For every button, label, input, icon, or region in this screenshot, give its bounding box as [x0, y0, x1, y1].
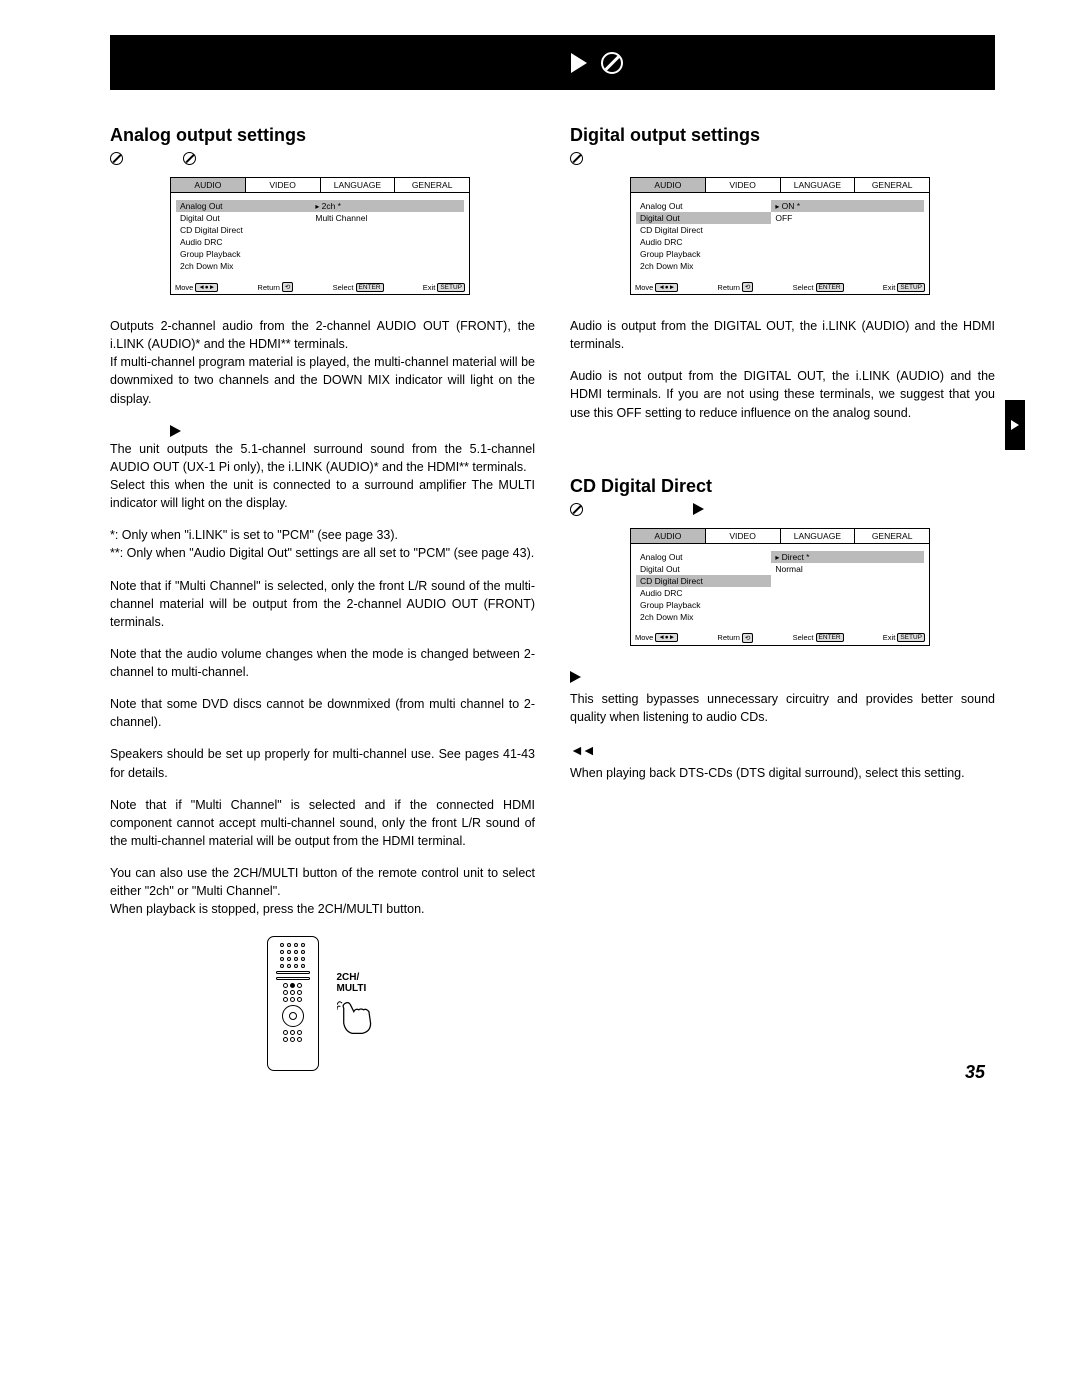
footer-move: Move ◄●► — [635, 282, 678, 292]
cddirect-icon-row — [570, 503, 995, 516]
analog-body: Outputs 2-channel audio from the 2-chann… — [110, 317, 535, 918]
cddirect-heading: CD Digital Direct — [570, 476, 995, 497]
analog-heading: Analog output settings — [110, 125, 535, 146]
arrow-right-icon — [570, 671, 581, 683]
text: Audio is not output from the DIGITAL OUT… — [570, 367, 995, 421]
menu-tab[interactable]: VIDEO — [706, 178, 781, 192]
text: *: Only when "i.LINK" is set to "PCM" (s… — [110, 528, 398, 542]
left-column: Analog output settings AUDIOVIDEOLANGUAG… — [110, 125, 535, 1071]
menu-tab[interactable]: GENERAL — [855, 529, 929, 543]
text: Note that some DVD discs cannot be downm… — [110, 695, 535, 731]
menu-item[interactable]: CD Digital Direct — [636, 575, 771, 587]
remote-label: MULTI — [337, 983, 367, 994]
footer-select: Select ENTER — [793, 633, 844, 643]
right-column: Digital output settings AUDIOVIDEOLANGUA… — [570, 125, 995, 1071]
menu-item[interactable]: Digital Out — [636, 563, 771, 575]
digital-icon-row — [570, 152, 995, 165]
text: When playback is stopped, press the 2CH/… — [110, 902, 425, 916]
menu-item[interactable]: Audio DRC — [636, 587, 771, 599]
menu-tab[interactable]: LANGUAGE — [321, 178, 396, 192]
analog-icon-row — [110, 152, 535, 165]
text: Select this when the unit is connected t… — [110, 478, 535, 510]
text: If multi-channel program material is pla… — [110, 355, 535, 405]
footer-exit: Exit SETUP — [883, 282, 925, 292]
menu-item[interactable]: Audio DRC — [176, 236, 311, 248]
prohibit-icon — [183, 152, 196, 165]
footer-exit: Exit SETUP — [423, 282, 465, 292]
text: The unit outputs the 5.1-channel surroun… — [110, 442, 535, 474]
menu-item[interactable]: Digital Out — [636, 212, 771, 224]
text: Note that the audio volume changes when … — [110, 645, 535, 681]
menu-tab[interactable]: VIDEO — [246, 178, 321, 192]
menu-option[interactable]: Normal — [771, 563, 924, 575]
arrow-right-icon — [170, 425, 181, 437]
rewind-icon: ◄◄ — [570, 742, 594, 758]
side-tab — [1005, 400, 1025, 450]
cddirect-menu: AUDIOVIDEOLANGUAGEGENERAL Analog OutDigit… — [630, 528, 930, 646]
menu-item[interactable]: Digital Out — [176, 212, 311, 224]
digital-body: Audio is output from the DIGITAL OUT, th… — [570, 317, 995, 422]
menu-tab[interactable]: AUDIO — [631, 178, 706, 192]
text: Note that if "Multi Channel" is selected… — [110, 577, 535, 631]
menu-tab[interactable]: LANGUAGE — [781, 529, 856, 543]
text: Note that if "Multi Channel" is selected… — [110, 796, 535, 850]
menu-item[interactable]: 2ch Down Mix — [176, 260, 311, 272]
remote-control-icon — [267, 936, 319, 1071]
menu-item[interactable]: Analog Out — [636, 200, 771, 212]
page-number: 35 — [965, 1062, 985, 1083]
arrow-right-icon — [693, 503, 704, 515]
text: Outputs 2-channel audio from the 2-chann… — [110, 319, 535, 351]
footer-move: Move ◄●► — [635, 633, 678, 643]
text: Audio is output from the DIGITAL OUT, th… — [570, 317, 995, 353]
menu-tab[interactable]: VIDEO — [706, 529, 781, 543]
footer-select: Select ENTER — [333, 282, 384, 292]
hand-press-icon — [337, 998, 379, 1036]
footer-return: Return ⟲ — [257, 282, 293, 292]
text: When playing back DTS-CDs (DTS digital s… — [570, 764, 995, 782]
remote-label: 2CH/ — [337, 972, 360, 983]
menu-option[interactable]: OFF — [771, 212, 924, 224]
menu-item[interactable]: CD Digital Direct — [636, 224, 771, 236]
footer-return: Return ⟲ — [717, 633, 753, 643]
arrow-right-icon — [571, 53, 587, 73]
prohibit-icon — [601, 52, 623, 74]
footer-move: Move ◄●► — [175, 282, 218, 292]
menu-item[interactable]: CD Digital Direct — [176, 224, 311, 236]
header-black-bar — [110, 35, 995, 90]
menu-tab[interactable]: GENERAL — [855, 178, 929, 192]
menu-item[interactable]: 2ch Down Mix — [636, 611, 771, 623]
menu-item[interactable]: Group Playback — [636, 248, 771, 260]
menu-option[interactable]: Multi Channel — [311, 212, 464, 224]
menu-item[interactable]: Analog Out — [176, 200, 311, 212]
prohibit-icon — [570, 152, 583, 165]
cddirect-body: This setting bypasses unnecessary circui… — [570, 668, 995, 783]
text: You can also use the 2CH/MULTI button of… — [110, 866, 535, 898]
menu-tab[interactable]: AUDIO — [171, 178, 246, 192]
menu-tab[interactable]: GENERAL — [395, 178, 469, 192]
digital-menu: AUDIOVIDEOLANGUAGEGENERAL Analog OutDigit… — [630, 177, 930, 295]
text: **: Only when "Audio Digital Out" settin… — [110, 546, 534, 560]
digital-heading: Digital output settings — [570, 125, 995, 146]
menu-tab[interactable]: AUDIO — [631, 529, 706, 543]
menu-option[interactable]: ON * — [771, 200, 924, 212]
menu-item[interactable]: Analog Out — [636, 551, 771, 563]
play-icon — [1011, 420, 1019, 430]
remote-illustration: 2CH/ MULTI — [110, 936, 535, 1071]
menu-option[interactable]: 2ch * — [311, 200, 464, 212]
footer-exit: Exit SETUP — [883, 633, 925, 643]
menu-tab[interactable]: LANGUAGE — [781, 178, 856, 192]
menu-item[interactable]: 2ch Down Mix — [636, 260, 771, 272]
prohibit-icon — [570, 503, 583, 516]
text: Speakers should be set up properly for m… — [110, 745, 535, 781]
menu-item[interactable]: Audio DRC — [636, 236, 771, 248]
menu-item[interactable]: Group Playback — [636, 599, 771, 611]
footer-select: Select ENTER — [793, 282, 844, 292]
prohibit-icon — [110, 152, 123, 165]
menu-option[interactable]: Direct * — [771, 551, 924, 563]
text: This setting bypasses unnecessary circui… — [570, 690, 995, 726]
footer-return: Return ⟲ — [717, 282, 753, 292]
analog-menu: AUDIOVIDEOLANGUAGEGENERAL Analog OutDigit… — [170, 177, 470, 295]
menu-item[interactable]: Group Playback — [176, 248, 311, 260]
